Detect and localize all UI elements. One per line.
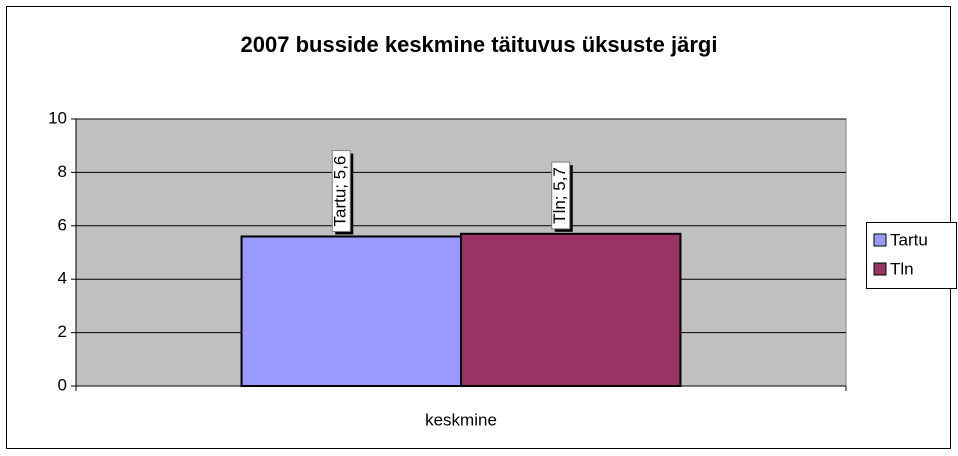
x-tick-label: keskmine <box>425 410 497 429</box>
bar <box>460 232 682 387</box>
y-tick-label: 2 <box>58 322 67 341</box>
legend-swatch <box>873 262 887 276</box>
bar <box>240 235 462 387</box>
y-tick-label: 0 <box>58 375 67 394</box>
y-tick-label: 10 <box>48 108 67 127</box>
y-tick-label: 4 <box>58 269 67 288</box>
data-label: Tln; 5,7 <box>550 167 569 224</box>
chart-title: 2007 busside keskmine täituvus üksuste j… <box>241 32 718 57</box>
legend-box <box>866 222 957 289</box>
legend-swatch <box>873 233 887 247</box>
y-tick-label: 8 <box>58 162 67 181</box>
data-label-group: Tln; 5,7 <box>550 161 573 232</box>
data-label-box <box>331 150 351 232</box>
data-label-group: Tartu; 5,6 <box>331 150 354 235</box>
legend-label: Tartu <box>890 230 928 249</box>
data-label: Tartu; 5,6 <box>331 156 350 227</box>
y-tick-label: 6 <box>58 215 67 234</box>
data-label-box <box>551 161 571 230</box>
legend-label: Tln <box>890 259 914 278</box>
